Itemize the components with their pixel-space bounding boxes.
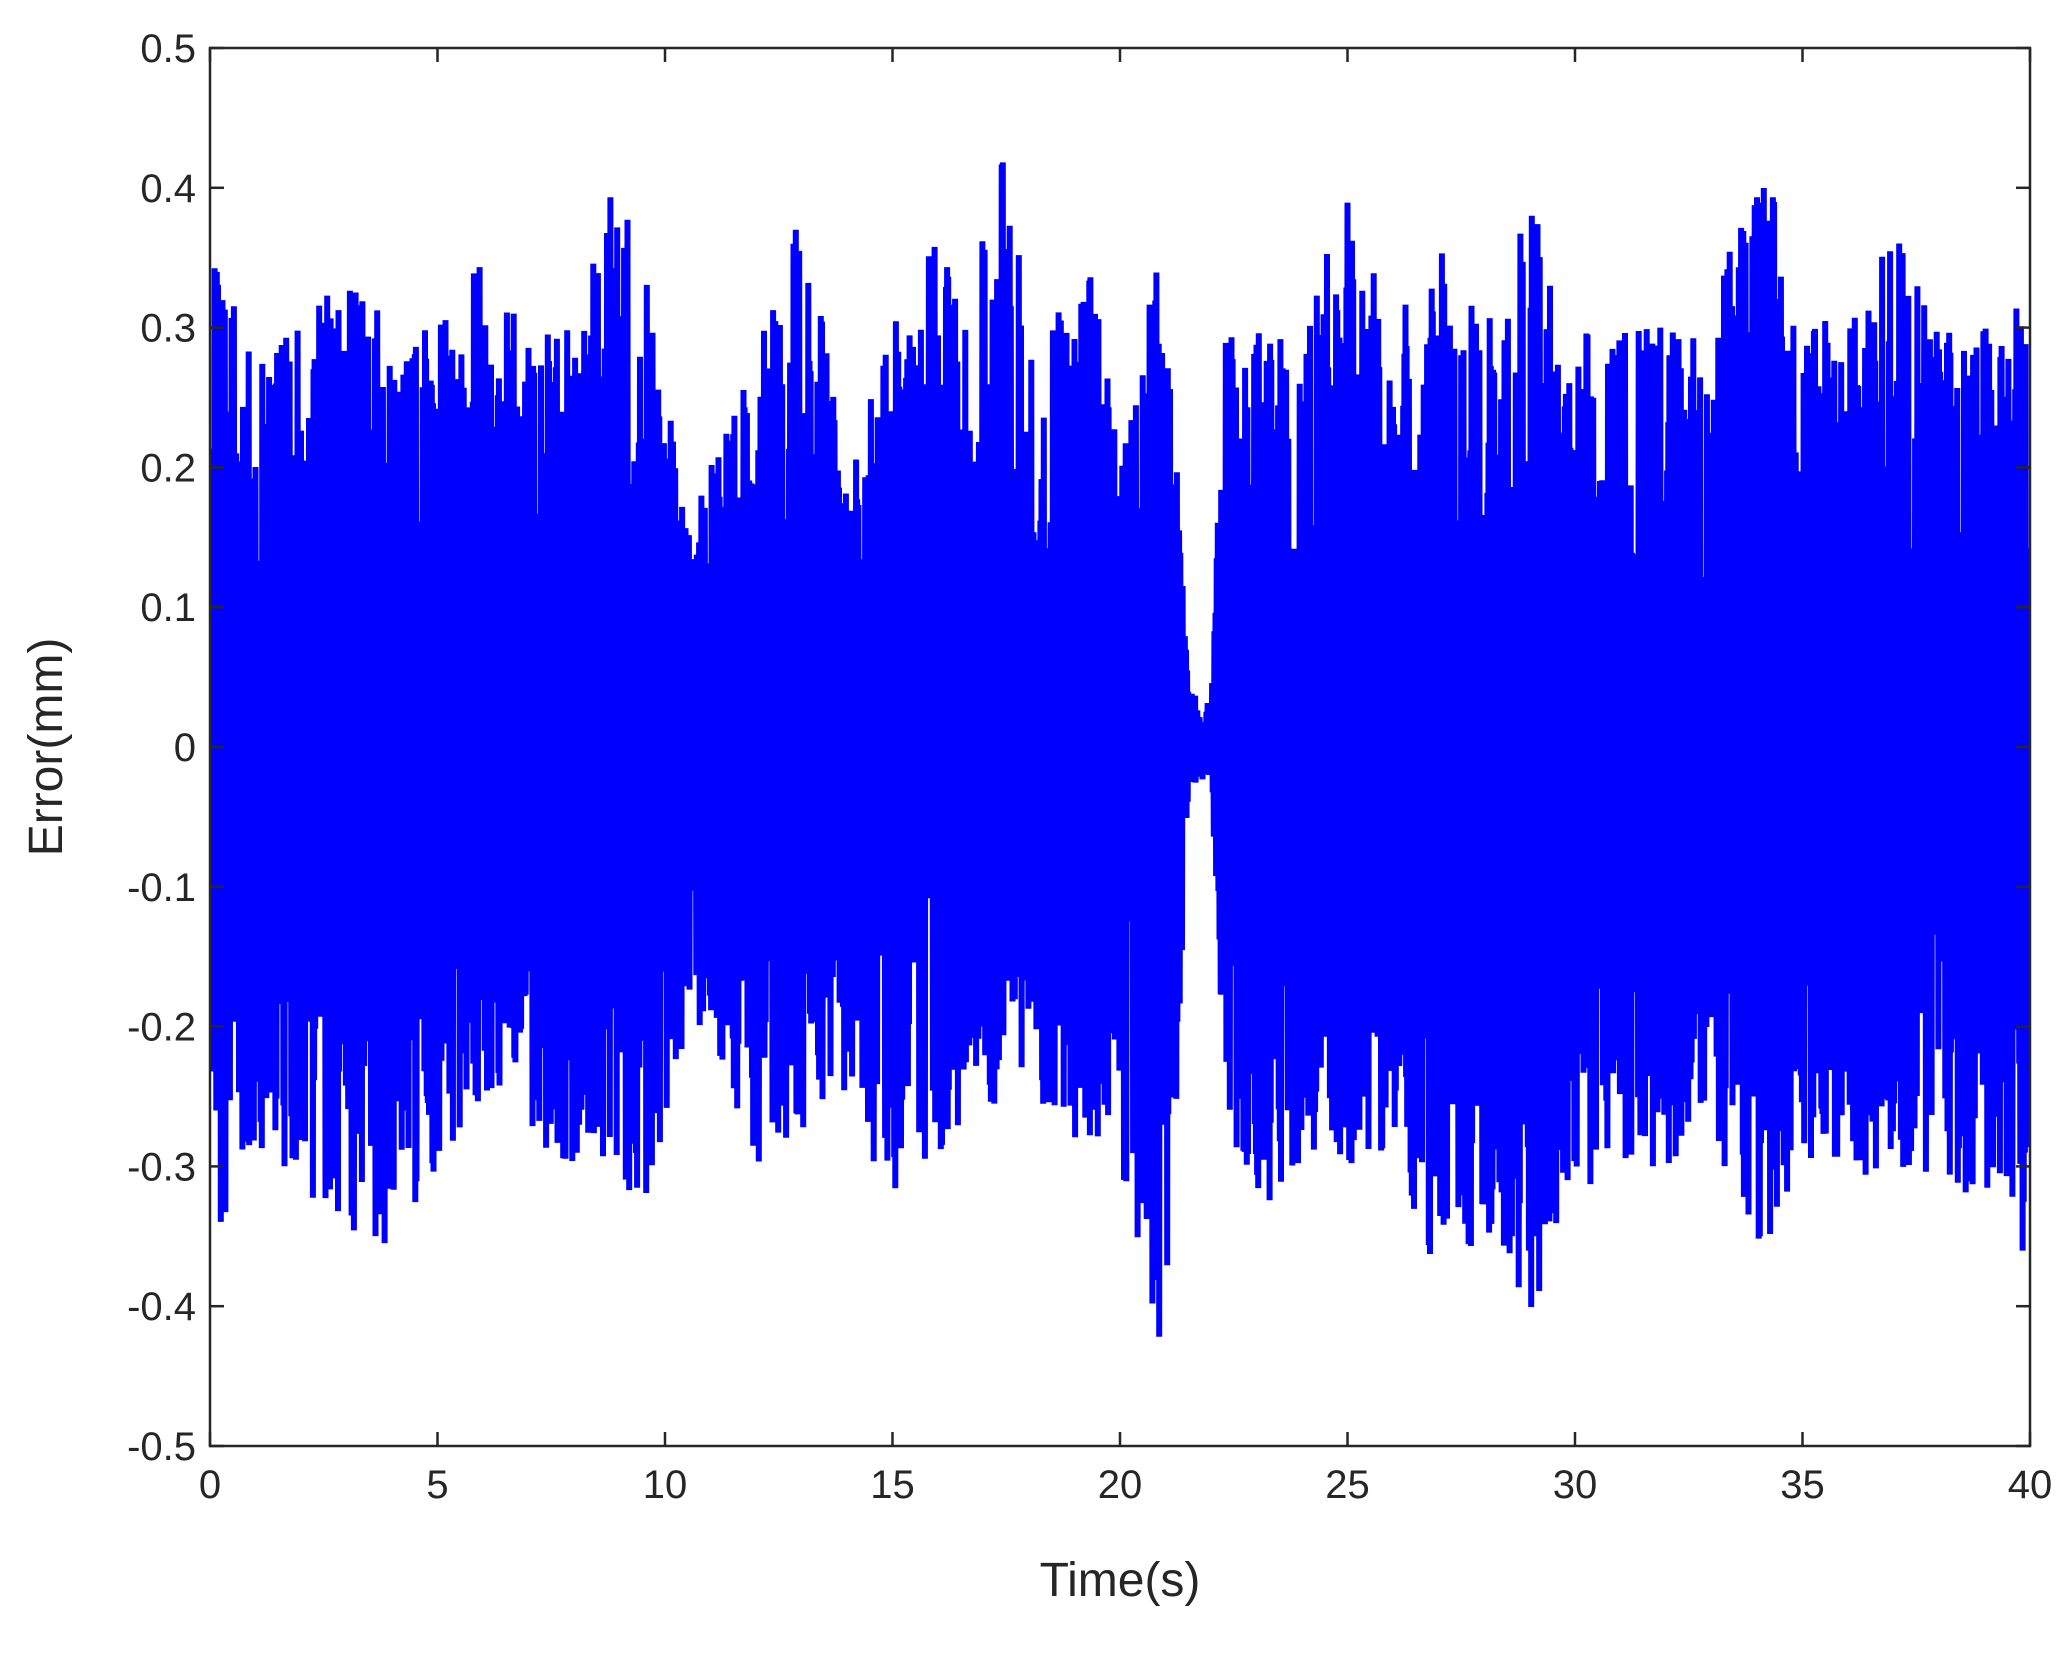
y-tick-label: -0.2 <box>127 1006 196 1050</box>
y-tick-label: -0.5 <box>127 1425 196 1469</box>
y-axis: -0.5 -0.4 -0.3 -0.2 -0.1 0 0.1 0.2 0.3 0.4 0.5 <box>127 27 2030 1469</box>
x-tick-label: 0 <box>199 1463 221 1507</box>
y-tick-label: 0.3 <box>140 307 196 351</box>
y-tick-label: -0.1 <box>127 866 196 910</box>
y-tick-label: 0.1 <box>140 586 196 630</box>
y-tick-label: -0.3 <box>127 1145 196 1189</box>
x-tick-label: 25 <box>1325 1463 1370 1507</box>
y-tick-label: 0.2 <box>140 446 196 490</box>
y-tick-label: 0.5 <box>140 27 196 71</box>
x-tick-label: 35 <box>1780 1463 1825 1507</box>
x-tick-label: 20 <box>1098 1463 1143 1507</box>
y-tick-label: 0 <box>174 726 196 770</box>
x-tick-label: 15 <box>870 1463 915 1507</box>
x-tick-label: 10 <box>643 1463 688 1507</box>
x-axis-label: Time(s) <box>1040 1554 1201 1607</box>
x-axis: 0 5 10 15 20 25 30 35 40 <box>199 48 2052 1507</box>
series-layer <box>210 162 2030 1337</box>
plot-area: 0 5 10 15 20 25 30 35 40 -0.5 -0.4 -0.3 -0.2 -0.1 0 0.… <box>127 27 2052 1507</box>
x-tick-label: 30 <box>1553 1463 1598 1507</box>
x-tick-label: 40 <box>2008 1463 2053 1507</box>
x-tick-label: 5 <box>426 1463 448 1507</box>
y-axis-label: Error(mm) <box>20 638 73 857</box>
y-tick-label: 0.4 <box>140 167 196 211</box>
y-tick-label: -0.4 <box>127 1285 196 1329</box>
series-line-1 <box>210 162 2030 1337</box>
